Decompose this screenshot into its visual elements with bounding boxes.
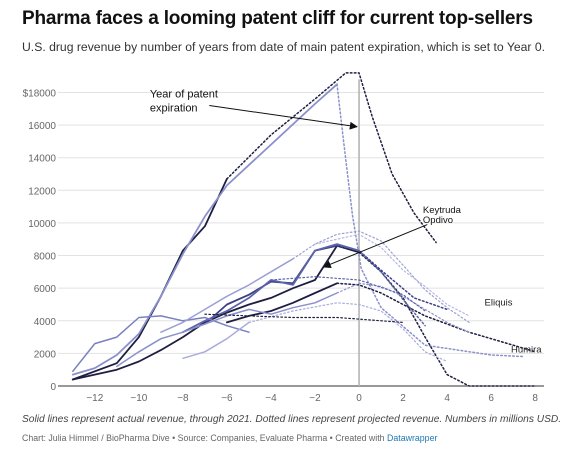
- annotation-arrow-year-of-patent-expiration: [209, 105, 358, 130]
- y-tick-label: 2000: [34, 349, 57, 360]
- series-10-actual-line: [160, 258, 294, 333]
- y-tick-label: 16000: [28, 121, 56, 132]
- x-tick-label: −10: [130, 393, 147, 404]
- series-9-actual-line: [182, 321, 250, 360]
- annotation-opdivo: Opdivo: [423, 215, 453, 226]
- x-tick-label: 0: [356, 393, 362, 404]
- series-12-projected-line: [204, 313, 404, 323]
- series-label-humira: Humira: [511, 345, 542, 356]
- x-tick-label: −2: [309, 393, 321, 404]
- datawrapper-link[interactable]: Datawrapper: [387, 433, 438, 443]
- x-tick-label: 8: [532, 393, 538, 404]
- y-tick-label: 14000: [28, 154, 56, 165]
- series-7-actual-line: [72, 315, 250, 373]
- series-1-actual-line: [71, 177, 228, 381]
- y-tick-label: 10000: [28, 219, 56, 230]
- series-1-projected-line: [226, 72, 437, 244]
- x-tick-label: −12: [86, 393, 103, 404]
- annotation-keytruda: Keytruda: [423, 205, 462, 216]
- x-tick-label: −8: [177, 393, 189, 404]
- series-5-actual-line: [225, 282, 338, 324]
- series-11-projected-line: [314, 233, 470, 317]
- series-10-projected-line: [292, 230, 470, 323]
- y-tick-label: 6000: [34, 284, 57, 295]
- series-label-eliquis: Eliquis: [485, 297, 513, 308]
- y-tick-label: 4000: [34, 317, 57, 328]
- series-2-projected-line: [336, 83, 525, 358]
- series-9-projected-line: [248, 302, 448, 363]
- annotation-year-of-patent-expiration: expiration: [150, 102, 198, 114]
- x-tick-label: 2: [400, 393, 406, 404]
- credit-text: Chart: Julia Himmel / BioPharma Dive • S…: [22, 433, 388, 443]
- series-13-projected-line: [270, 276, 426, 312]
- series-8-projected-line: [336, 282, 470, 333]
- series-2-actual-line: [71, 83, 338, 376]
- chart-title: Pharma faces a looming patent cliff for …: [22, 8, 533, 29]
- annotation-year-of-patent-expiration: Year of patent: [150, 88, 218, 100]
- series-5-projected-line: [336, 282, 536, 353]
- annotation-arrow-opdivo: [322, 224, 428, 269]
- x-tick-label: −6: [221, 393, 233, 404]
- series-6-projected-line: [358, 249, 426, 327]
- y-tick-label: $18000: [23, 88, 57, 99]
- chart-subtitle: U.S. drug revenue by number of years fro…: [22, 40, 545, 54]
- y-tick-label: 8000: [34, 252, 57, 263]
- chart-credit: Chart: Julia Himmel / BioPharma Dive • S…: [22, 433, 437, 443]
- series-3-projected-line: [358, 251, 536, 387]
- y-tick-label: 12000: [28, 186, 56, 197]
- series-8-actual-line: [116, 292, 338, 368]
- series-3-actual-line: [71, 244, 360, 381]
- y-tick-label: 0: [50, 382, 56, 393]
- series-4-projected-line: [336, 245, 448, 311]
- x-tick-label: −4: [265, 393, 277, 404]
- chart-note: Solid lines represent actual revenue, th…: [22, 414, 562, 425]
- x-tick-label: 6: [488, 393, 494, 404]
- x-tick-label: 4: [444, 393, 450, 404]
